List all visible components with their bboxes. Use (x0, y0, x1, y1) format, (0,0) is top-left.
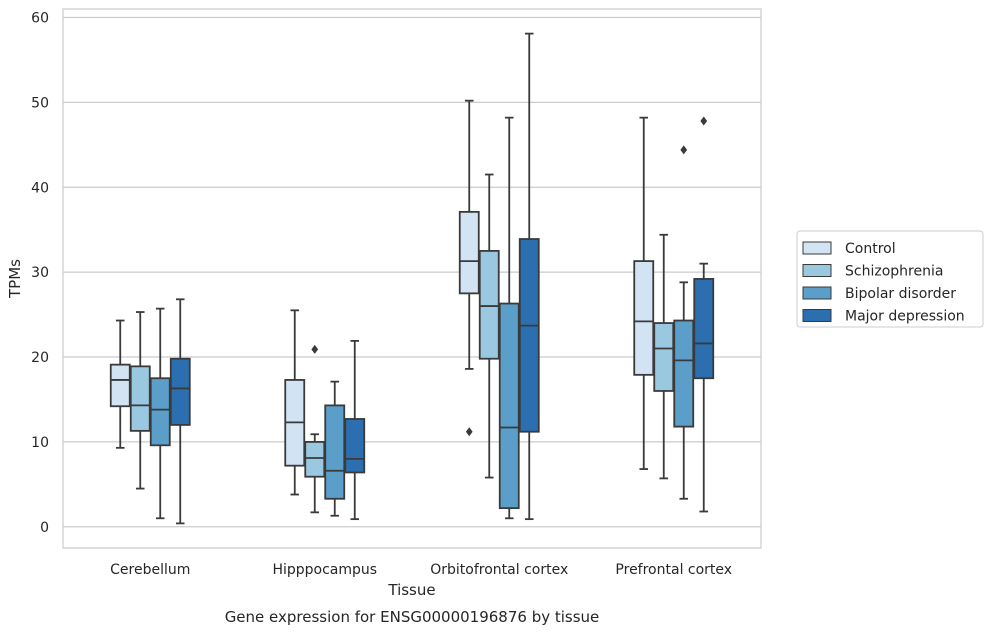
x-tick-label: Hipppocampus (272, 562, 377, 578)
box-body (633, 260, 655, 376)
box-body (129, 365, 151, 432)
box-control (109, 319, 131, 449)
box-schizophrenia (653, 233, 675, 480)
box-body (478, 250, 500, 360)
box-major-depression (693, 116, 715, 513)
y-tick-label: 0 (40, 520, 49, 536)
box-body (304, 440, 326, 478)
outlier-point (311, 344, 319, 354)
box-body (109, 363, 131, 408)
legend: Control Schizophrenia Bipolar disorder Majo… (796, 230, 984, 328)
box-control (458, 99, 480, 437)
outlier-point (700, 116, 708, 126)
box-plots (109, 32, 715, 525)
box-body (344, 418, 366, 474)
box-body (498, 302, 520, 510)
x-axis-ticks: Cerebellum Hipppocampus Orbitofrontal cort… (110, 562, 732, 578)
box-control (633, 116, 655, 470)
y-axis-label: TPMs (6, 259, 24, 299)
box-body (169, 357, 191, 426)
box-schizophrenia (304, 344, 326, 514)
legend-label: Major depression (845, 309, 965, 325)
box-major-depression (169, 298, 191, 525)
outlier-point (465, 427, 473, 437)
box-bipolar-disorder (673, 145, 695, 500)
y-axis-ticks: 0 10 20 30 40 50 60 (31, 10, 49, 535)
box-major-depression (518, 32, 540, 521)
box-bipolar-disorder (149, 307, 171, 520)
grid-lines (63, 16, 761, 528)
y-tick-label: 40 (31, 180, 49, 196)
box-body (653, 322, 675, 392)
box-schizophrenia (478, 173, 500, 479)
y-tick-label: 60 (31, 10, 49, 26)
x-axis-label: Tissue (387, 581, 435, 599)
legend-frame (796, 230, 984, 328)
legend-swatch (802, 264, 832, 277)
x-tick-label: Orbitofrontal cortex (430, 562, 568, 578)
legend-swatch (802, 286, 832, 300)
outlier-point (680, 145, 688, 155)
x-tick-label: Cerebellum (110, 562, 190, 578)
box-schizophrenia (129, 311, 151, 490)
x-tick-label: Prefrontal cortex (615, 562, 732, 578)
y-tick-label: 20 (31, 350, 49, 366)
box-body (149, 377, 171, 447)
box-major-depression (344, 339, 366, 521)
box-body (324, 404, 346, 500)
legend-label: Control (845, 241, 896, 257)
y-tick-label: 30 (31, 265, 49, 281)
legend-swatch (802, 309, 832, 322)
y-tick-label: 10 (31, 435, 49, 451)
y-tick-label: 50 (31, 95, 49, 111)
plot-frame (62, 8, 762, 549)
box-body (693, 278, 715, 380)
legend-swatch (802, 241, 832, 255)
legend-label: Bipolar disorder (845, 286, 956, 302)
box-body (673, 319, 695, 428)
chart-caption: Gene expression for ENSG00000196876 by t… (225, 608, 600, 626)
box-body (458, 210, 480, 295)
box-bipolar-disorder (498, 116, 520, 520)
legend-label: Schizophrenia (845, 264, 943, 280)
box-bipolar-disorder (324, 380, 346, 517)
box-body (518, 238, 540, 433)
box-control (284, 309, 306, 496)
